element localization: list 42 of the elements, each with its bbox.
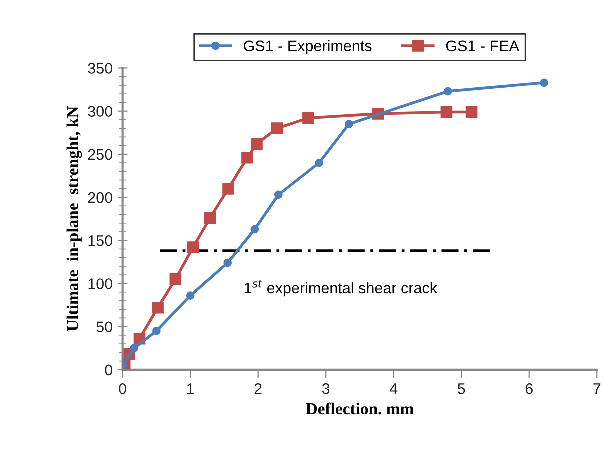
point <box>466 106 478 118</box>
x-tick-label: 6 <box>526 384 533 394</box>
point <box>130 344 138 353</box>
y-tick-label: 350 <box>88 63 112 74</box>
y-tick-label: 100 <box>88 278 112 290</box>
x-tick-label: 4 <box>390 384 398 394</box>
point <box>204 212 216 224</box>
x-tick-label: 7 <box>594 384 601 394</box>
y-tick-label: 250 <box>88 149 112 160</box>
point <box>271 122 284 134</box>
legend-label: GS1 - Experiments <box>244 40 372 55</box>
y-tick-label: 300 <box>88 106 112 118</box>
y-tick-label: 200 <box>88 192 112 204</box>
point <box>344 120 354 128</box>
point <box>224 258 232 268</box>
point <box>315 158 324 168</box>
point <box>152 326 161 336</box>
point <box>274 190 283 200</box>
point <box>152 302 164 314</box>
point <box>250 225 260 234</box>
legend-label: GS1 - FEA <box>446 40 520 52</box>
point <box>251 138 263 150</box>
point <box>302 112 314 124</box>
y-tick-label: 150 <box>88 236 112 246</box>
point <box>242 152 254 164</box>
point <box>222 183 234 195</box>
point <box>440 106 453 118</box>
x-tick-label: 5 <box>458 384 466 394</box>
point <box>444 87 452 96</box>
x-tick-label: 3 <box>322 384 330 394</box>
y-tick-label: 50 <box>96 322 112 333</box>
y-axis-title: Ultimate in-plane strenght, kN <box>66 106 82 332</box>
x-tick-label: 1 <box>187 384 194 394</box>
y-tick-label: 0 <box>105 364 112 376</box>
x-axis-title: Deflection. mm <box>306 402 414 415</box>
point <box>170 274 182 286</box>
point <box>540 78 548 88</box>
point <box>186 292 195 300</box>
x-tick-label: 0 <box>119 384 126 394</box>
x-tick-label: 2 <box>254 384 262 394</box>
annotation: 1$^{st}$ experimental shear crack <box>244 280 438 297</box>
point <box>187 242 200 254</box>
